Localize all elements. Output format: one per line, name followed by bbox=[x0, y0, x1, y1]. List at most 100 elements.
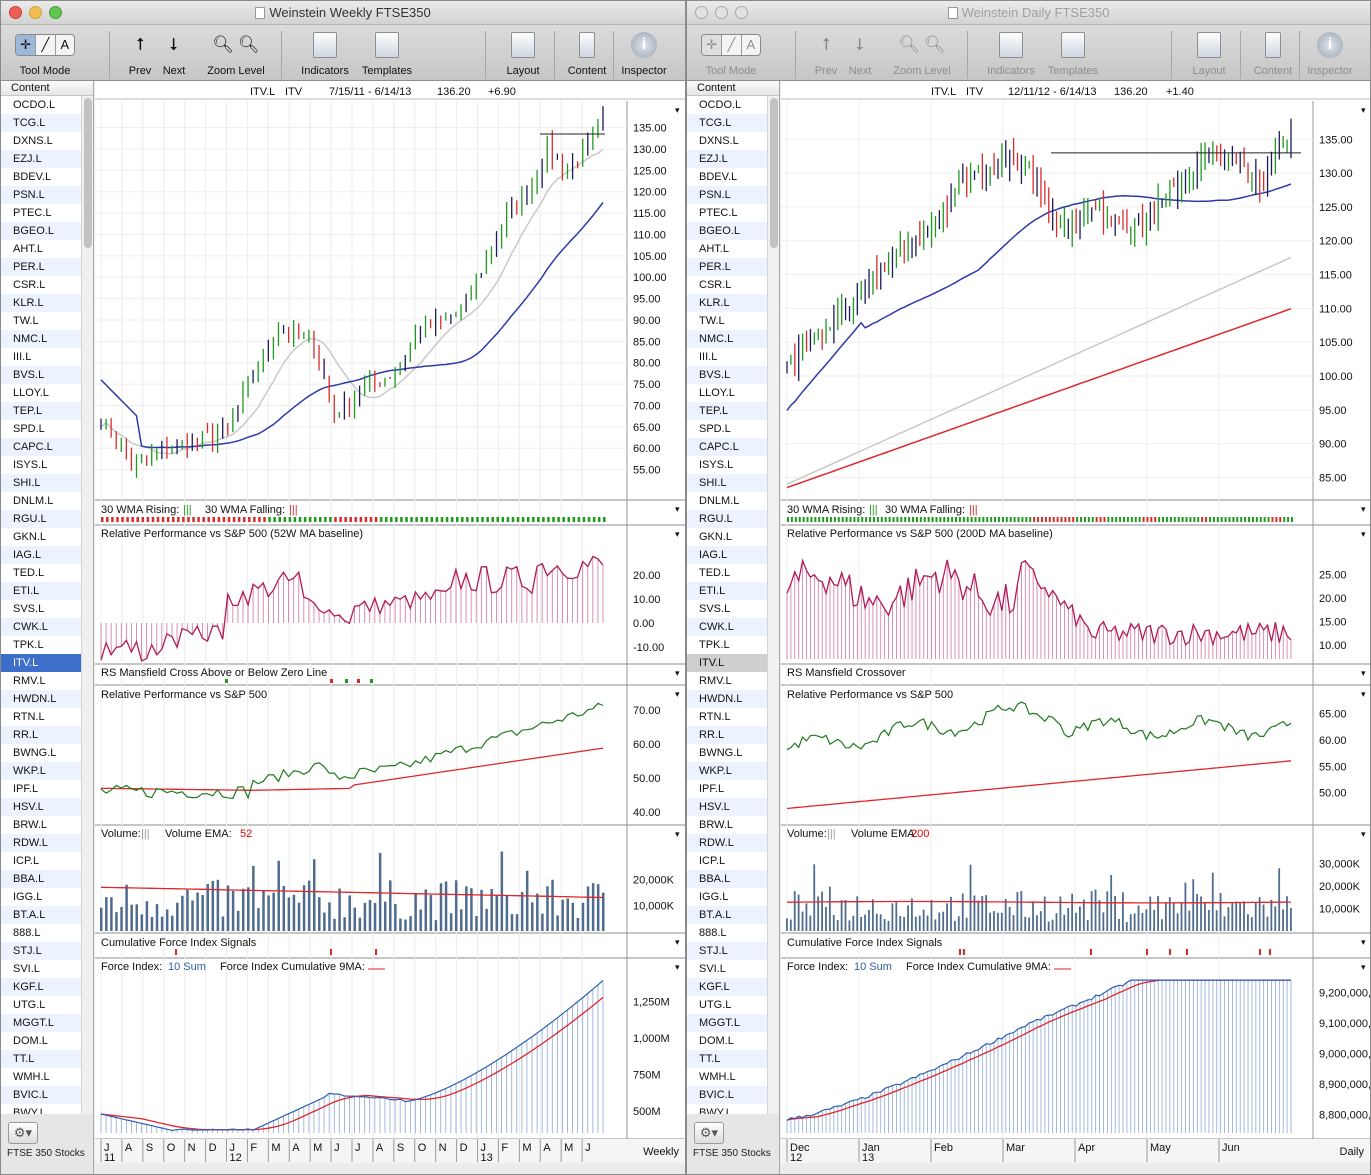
symbol-row[interactable]: OCDO.L bbox=[699, 99, 742, 111]
symbol-row[interactable]: TED.L bbox=[699, 567, 731, 579]
symbol-row[interactable]: CWK.L bbox=[1, 618, 81, 636]
symbol-row[interactable]: RMV.L bbox=[699, 675, 732, 687]
symbol-row[interactable]: TT.L bbox=[687, 1050, 767, 1068]
content-button[interactable]: Content bbox=[563, 29, 611, 77]
symbol-row[interactable]: BDEV.L bbox=[13, 171, 52, 183]
symbol-row[interactable]: TCG.L bbox=[687, 114, 767, 132]
symbol-row[interactable]: ICP.L bbox=[13, 855, 40, 867]
symbol-row[interactable]: IPF.L bbox=[13, 783, 39, 795]
symbol-row[interactable]: ITV.L bbox=[687, 654, 767, 672]
tool-line-icon[interactable]: ╱ bbox=[721, 35, 740, 55]
next-button[interactable]: ⭣ Next bbox=[159, 29, 189, 77]
symbol-row[interactable]: TEP.L bbox=[1, 402, 81, 420]
symbol-row[interactable]: BVIC.L bbox=[687, 1086, 767, 1104]
zoom-control[interactable]: 🔍︎ 🔍︎ Zoom Level bbox=[890, 29, 954, 77]
symbol-row[interactable]: RMV.L bbox=[13, 675, 46, 687]
symbol-row[interactable]: CAPC.L bbox=[687, 438, 767, 456]
symbol-row[interactable]: HSV.L bbox=[1, 798, 81, 816]
symbol-row[interactable]: RDW.L bbox=[1, 834, 81, 852]
symbol-row[interactable]: DXNS.L bbox=[699, 135, 739, 147]
symbol-row[interactable]: BVS.L bbox=[1, 366, 81, 384]
symbol-row[interactable]: BVS.L bbox=[687, 366, 767, 384]
symbol-row[interactable]: PSN.L bbox=[1, 186, 81, 204]
symbol-row[interactable]: UTG.L bbox=[13, 999, 46, 1011]
symbol-row[interactable]: IGG.L bbox=[13, 891, 43, 903]
symbol-row[interactable]: DNLM.L bbox=[699, 495, 740, 507]
symbol-row[interactable]: NMC.L bbox=[687, 330, 767, 348]
symbol-row[interactable]: LLOY.L bbox=[13, 387, 49, 399]
symbol-row[interactable]: CSR.L bbox=[699, 279, 732, 291]
symbol-row[interactable]: GKN.L bbox=[13, 531, 47, 543]
symbol-row[interactable]: RDW.L bbox=[687, 834, 767, 852]
symbol-row[interactable]: GKN.L bbox=[699, 531, 733, 543]
symbol-row[interactable]: TCG.L bbox=[1, 114, 81, 132]
tool-line-icon[interactable]: ╱ bbox=[35, 35, 54, 55]
symbol-row[interactable]: ITV.L bbox=[1, 654, 81, 672]
symbol-row[interactable]: WMH.L bbox=[699, 1071, 736, 1083]
window-titlebar[interactable]: Weinstein Weekly FTSE350 bbox=[1, 1, 685, 25]
symbol-row[interactable]: WKP.L bbox=[687, 762, 767, 780]
symbol-row[interactable]: BWY.L bbox=[13, 1107, 46, 1114]
symbol-row[interactable]: NMC.L bbox=[1, 330, 81, 348]
symbol-row[interactable]: UTG.L bbox=[699, 999, 732, 1011]
gear-menu-button[interactable]: ⚙▾ bbox=[694, 1122, 724, 1144]
symbol-row[interactable]: 888.L bbox=[13, 927, 41, 939]
tool-text-icon[interactable]: A bbox=[740, 35, 760, 55]
symbol-row[interactable]: RTN.L bbox=[699, 711, 731, 723]
symbol-row[interactable]: PTEC.L bbox=[13, 207, 52, 219]
inspector-button[interactable]: i Inspector bbox=[1301, 29, 1359, 77]
minimize-button[interactable] bbox=[715, 6, 728, 19]
symbol-row[interactable]: AHT.L bbox=[13, 243, 43, 255]
tool-mode-control[interactable]: ✛ ╱ A Tool Mode bbox=[15, 29, 75, 77]
symbol-row[interactable]: III.L bbox=[13, 351, 32, 363]
symbol-row[interactable]: BDEV.L bbox=[699, 171, 738, 183]
symbol-list-header[interactable]: Content bbox=[687, 81, 779, 96]
next-button[interactable]: ⭣ Next bbox=[845, 29, 875, 77]
symbol-row[interactable]: LLOY.L bbox=[699, 387, 735, 399]
symbol-row[interactable]: BVIC.L bbox=[1, 1086, 81, 1104]
symbol-row[interactable]: AHT.L bbox=[699, 243, 729, 255]
symbol-row[interactable]: WMH.L bbox=[13, 1071, 50, 1083]
templates-button[interactable]: Templates bbox=[357, 29, 417, 77]
symbol-row[interactable]: TEP.L bbox=[687, 402, 767, 420]
symbol-row[interactable]: RR.L bbox=[1, 726, 81, 744]
symbol-row[interactable]: RGU.L bbox=[1, 510, 81, 528]
symbol-row[interactable]: RR.L bbox=[687, 726, 767, 744]
symbol-row[interactable]: STJ.L bbox=[1, 942, 81, 960]
symbol-row[interactable]: BWNG.L bbox=[13, 747, 57, 759]
symbol-row[interactable]: IPF.L bbox=[699, 783, 725, 795]
close-button[interactable] bbox=[9, 6, 22, 19]
symbol-row[interactable]: KLR.L bbox=[687, 294, 767, 312]
content-button[interactable]: Content bbox=[1249, 29, 1297, 77]
symbol-row[interactable]: SPD.L bbox=[699, 423, 731, 435]
symbol-row[interactable]: BWY.L bbox=[699, 1107, 732, 1114]
symbol-row[interactable]: DNLM.L bbox=[13, 495, 54, 507]
tool-mode-control[interactable]: ✛ ╱ A Tool Mode bbox=[701, 29, 761, 77]
symbol-list-scrollbar[interactable] bbox=[81, 96, 93, 1114]
symbol-row[interactable]: IAG.L bbox=[1, 546, 81, 564]
symbol-row[interactable]: BWNG.L bbox=[699, 747, 743, 759]
symbol-row[interactable]: CSR.L bbox=[13, 279, 46, 291]
symbol-row[interactable]: MGGT.L bbox=[1, 1014, 81, 1032]
symbol-list-header[interactable]: Content bbox=[1, 81, 93, 96]
symbol-row[interactable]: BT.A.L bbox=[687, 906, 767, 924]
periodicity-button[interactable]: Weekly bbox=[643, 1146, 679, 1158]
symbol-row[interactable]: CWK.L bbox=[687, 618, 767, 636]
tool-crosshair-icon[interactable]: ✛ bbox=[16, 35, 36, 55]
symbol-row[interactable]: ETI.L bbox=[1, 582, 81, 600]
symbol-row[interactable]: HSV.L bbox=[687, 798, 767, 816]
symbol-row[interactable]: IAG.L bbox=[687, 546, 767, 564]
symbol-row[interactable]: KGF.L bbox=[1, 978, 81, 996]
scroll-thumb[interactable] bbox=[770, 98, 778, 248]
symbol-row[interactable]: SPD.L bbox=[13, 423, 45, 435]
symbol-row[interactable]: PER.L bbox=[687, 258, 767, 276]
symbol-row[interactable]: TW.L bbox=[699, 315, 725, 327]
layout-button[interactable]: Layout bbox=[1187, 29, 1231, 77]
symbol-row[interactable]: BRW.L bbox=[13, 819, 48, 831]
symbol-row[interactable]: EZJ.L bbox=[1, 150, 81, 168]
symbol-row[interactable]: WKP.L bbox=[1, 762, 81, 780]
gear-menu-button[interactable]: ⚙▾ bbox=[8, 1122, 38, 1144]
zoom-button[interactable] bbox=[735, 6, 748, 19]
symbol-row[interactable]: TT.L bbox=[1, 1050, 81, 1068]
symbol-row[interactable]: SHI.L bbox=[687, 474, 767, 492]
